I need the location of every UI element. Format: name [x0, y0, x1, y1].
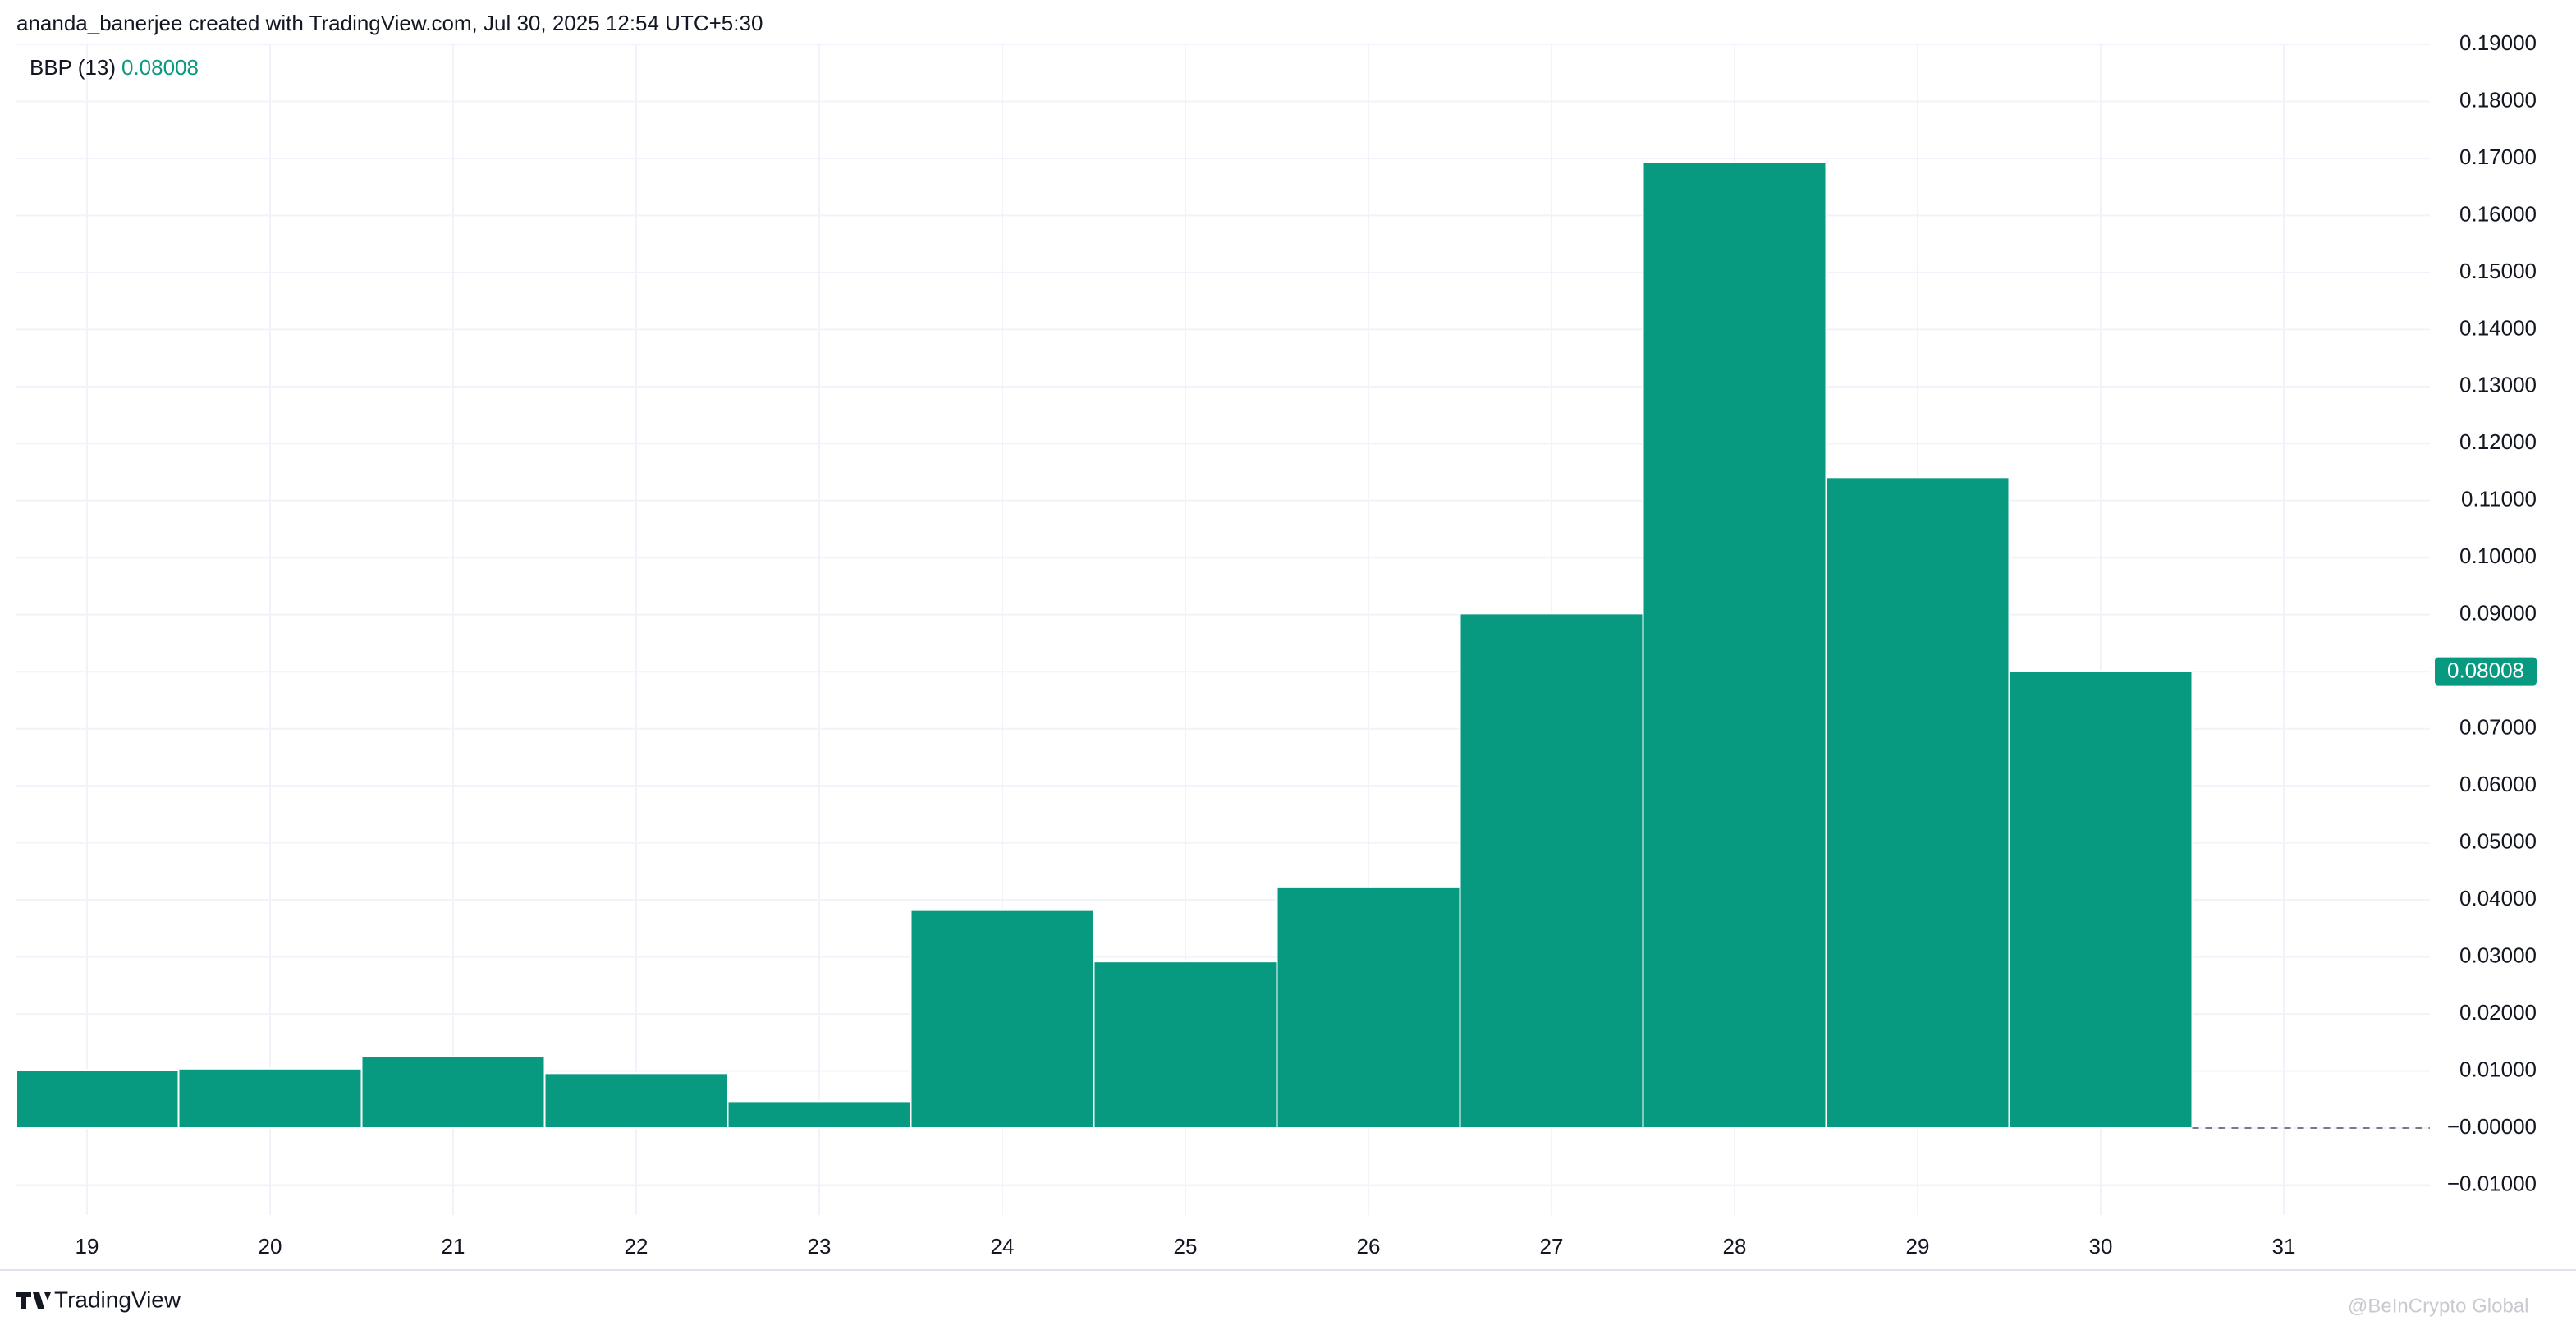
y-tick-label: 0.14000 [2459, 315, 2537, 340]
legend-name: BBP (13) [30, 55, 116, 80]
x-tick-label: 21 [442, 1234, 465, 1259]
y-tick-label: 0.13000 [2459, 373, 2537, 397]
x-tick-label: 20 [259, 1234, 282, 1259]
y-tick-label: −0.00000 [2447, 1114, 2537, 1139]
price-badge-label: 0.08008 [2447, 658, 2524, 683]
x-tick-label: 19 [76, 1234, 99, 1259]
y-tick-label: 0.02000 [2459, 1000, 2537, 1025]
y-tick-label: 0.12000 [2459, 429, 2537, 454]
x-tick-label: 24 [991, 1234, 1015, 1259]
bar [1825, 476, 2010, 1130]
watermark: @BeInCrypto Global [2348, 1295, 2528, 1317]
x-tick-label: 26 [1357, 1234, 1381, 1259]
y-tick-label: 0.07000 [2459, 715, 2537, 740]
x-tick-label: 23 [808, 1234, 832, 1259]
price-badge [2435, 657, 2537, 686]
logo [16, 1292, 51, 1309]
bar [1093, 961, 1278, 1130]
y-tick-label: 0.17000 [2459, 144, 2537, 169]
header-title: ananda_banerjee created with TradingView… [16, 11, 763, 35]
x-tick-label: 31 [2272, 1234, 2296, 1259]
y-tick-label: 0.19000 [2459, 30, 2537, 55]
bar [360, 1055, 546, 1130]
y-tick-label: 0.03000 [2459, 942, 2537, 967]
y-tick-label: 0.04000 [2459, 886, 2537, 910]
brand: TradingView [54, 1286, 181, 1312]
x-tick-label: 29 [1906, 1234, 1930, 1259]
x-tick-label: 30 [2089, 1234, 2113, 1259]
bar [543, 1072, 729, 1130]
bar [177, 1067, 363, 1130]
bar [2008, 670, 2193, 1130]
y-tick-label: 0.09000 [2459, 601, 2537, 626]
y-tick-label: 0.10000 [2459, 543, 2537, 568]
x-tick-label: 25 [1174, 1234, 1198, 1259]
bar [1276, 886, 1461, 1130]
y-tick-label: 0.16000 [2459, 201, 2537, 226]
y-tick-label: 0.18000 [2459, 87, 2537, 112]
x-tick-label: 28 [1723, 1234, 1747, 1259]
x-tick-label: 27 [1540, 1234, 1564, 1259]
bar [16, 1069, 180, 1130]
bar [1642, 161, 1827, 1130]
x-tick-label: 22 [625, 1234, 649, 1259]
y-tick-label: 0.01000 [2459, 1057, 2537, 1081]
legend-value: 0.08008 [121, 55, 199, 80]
bar [910, 909, 1095, 1130]
bar [727, 1100, 912, 1130]
y-tick-label: 0.06000 [2459, 772, 2537, 796]
y-tick-label: 0.15000 [2459, 259, 2537, 283]
y-tick-label: −0.01000 [2447, 1171, 2537, 1195]
y-tick-label: 0.05000 [2459, 829, 2537, 854]
y-tick-label: 0.11000 [2461, 487, 2537, 511]
bar [1459, 612, 1644, 1130]
